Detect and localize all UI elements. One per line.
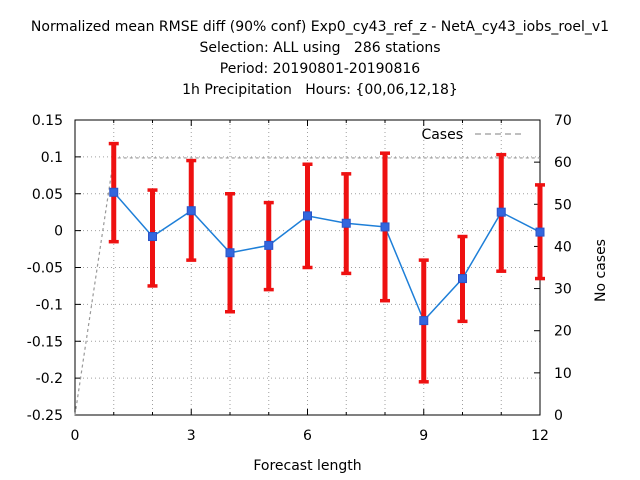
x-tick-label: 0 [71,428,80,444]
y-tick-label: 0.15 [32,113,63,129]
mean-point [186,206,196,216]
x-tick-label: 12 [531,428,549,444]
y2-tick-label: 40 [554,239,572,255]
mean-point [380,222,390,232]
y-tick-label: -0.05 [27,261,63,277]
y2-tick-label: 50 [554,197,572,213]
y-tick-label: 0.1 [41,150,63,166]
x-tick-label: 3 [187,428,196,444]
y-tick-label: -0.2 [36,371,63,387]
y2-tick-label: 70 [554,113,572,129]
mean-point [341,218,351,228]
mean-point [535,227,545,237]
x-tick-label: 6 [303,428,312,444]
y-tick-label: 0 [54,224,63,240]
y-tick-label: -0.15 [27,334,63,350]
x-tick-label: 9 [419,428,428,444]
mean-point [419,316,429,326]
y2-tick-label: 20 [554,324,572,340]
mean-point [109,187,119,197]
y2-tick-label: 10 [554,366,572,382]
mean-point [303,211,312,221]
x-axis-label: Forecast length [253,458,361,474]
y2-tick-label: 30 [554,282,572,298]
mean-point [264,240,274,250]
title-line-1: Normalized mean RMSE diff (90% conf) Exp… [30,19,610,35]
y2-tick-label: 0 [554,408,563,424]
mean-point [496,207,506,217]
y2-axis-label: No cases [593,239,609,302]
legend-label-cases: Cases [421,127,463,143]
cases-line [74,157,540,416]
y-tick-label: 0.05 [32,187,63,203]
mean-line [113,191,541,322]
y-tick-label: -0.1 [36,297,63,313]
mean-point [148,232,157,242]
mean-point [225,248,235,258]
title-line-3: Period: 20190801-20190816 [219,61,421,77]
title-line-4: 1h Precipitation Hours: {00,06,12,18} [182,82,458,98]
mean-point [458,274,467,284]
y-tick-label: -0.25 [27,408,63,424]
title-line-2: Selection: ALL using 286 stations [199,40,441,56]
y2-tick-label: 60 [554,155,572,171]
